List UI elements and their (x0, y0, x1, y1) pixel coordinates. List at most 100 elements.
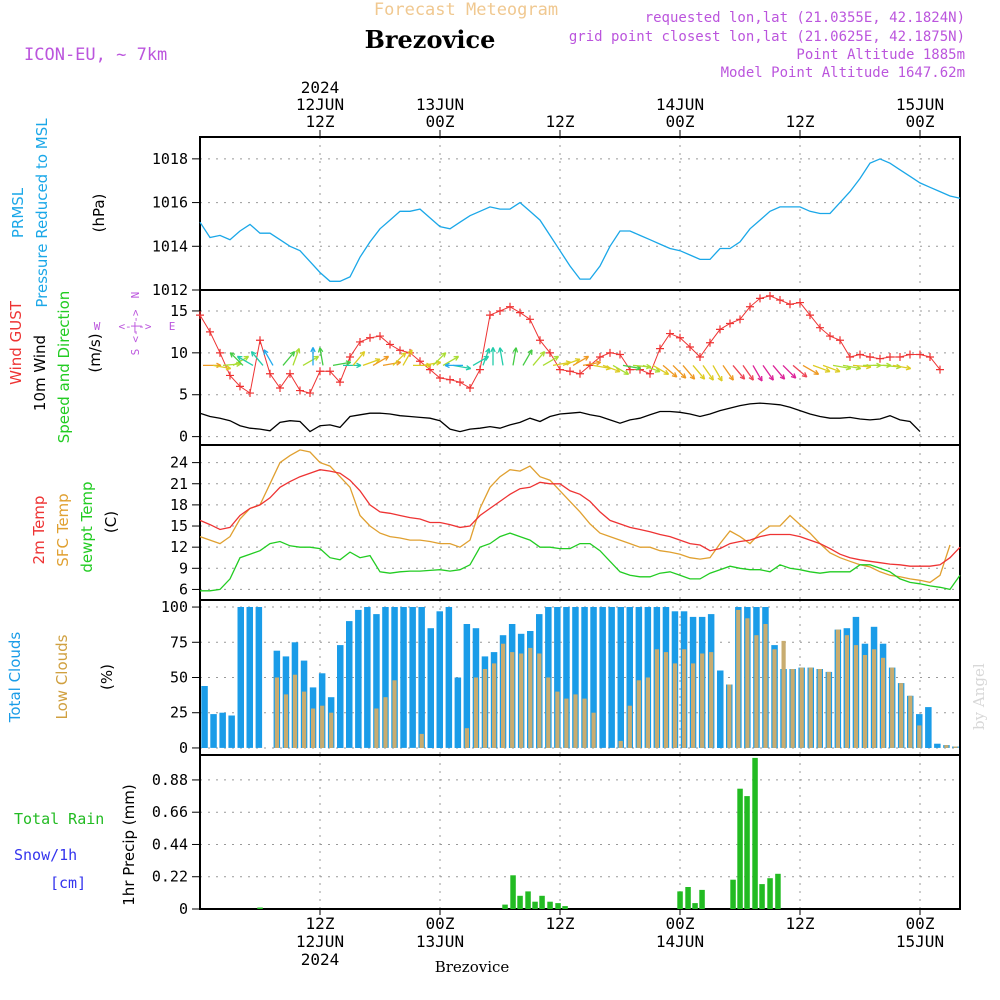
bottom-time-label: 15JUN (896, 932, 944, 951)
wind-arrow-head (383, 355, 390, 361)
low-cloud-bar (899, 683, 904, 748)
temp-unit: (C) (102, 511, 120, 533)
compass-w: W (94, 320, 101, 333)
ytick-label: 0.88 (152, 771, 188, 789)
wind-arrow-head (440, 352, 447, 358)
sfc-temp-line (199, 449, 951, 584)
wind-arrow (432, 352, 447, 366)
gust-point (676, 333, 684, 342)
gust-point (226, 371, 234, 380)
gust-point (836, 336, 844, 345)
gust-point (206, 327, 214, 336)
low-cloud-bar (790, 669, 795, 748)
wind-arrow (672, 364, 687, 379)
total-cloud-bar (237, 607, 244, 748)
pressure-label-2: Pressure Reduced to MSL (33, 118, 51, 308)
low-cloud-bar (799, 667, 804, 748)
low-clouds-label: Low Clouds (53, 634, 71, 719)
low-cloud-bar (763, 624, 768, 748)
total-cloud-bar (337, 645, 344, 748)
wind-arrow-head (779, 374, 786, 380)
total-cloud-bar (210, 714, 217, 748)
wind-arrow-head (317, 347, 324, 353)
bottom-time-label: 12Z (546, 914, 575, 933)
wind-arrow-head (834, 367, 841, 373)
wind-arrow-head (295, 348, 301, 354)
low-cloud-bar (618, 740, 623, 748)
gust-point (756, 294, 764, 303)
precip-unit: 1hr Precip (mm) (120, 784, 138, 905)
wind-arrow (212, 364, 231, 370)
wind-arrow-head (359, 351, 366, 357)
ytick-label: 1016 (152, 194, 188, 212)
bottom-time-label: 00Z (666, 914, 695, 933)
wind-arrow-head (824, 367, 831, 373)
wind-arrow-head (757, 375, 763, 382)
top-time-label: 13JUN (416, 95, 464, 114)
low-cloud-bar (329, 712, 334, 748)
gust-point (786, 300, 794, 309)
wind-arrow (522, 349, 533, 366)
ytick-label: 0.66 (152, 803, 188, 821)
gust-label: Wind GUST (7, 300, 25, 385)
low-cloud-bar (645, 677, 650, 748)
ytick-label: 25 (170, 704, 188, 722)
panel-pressure: 1012 1014 1016 1018 PRMSL Pressure Reduced to… (9, 118, 961, 308)
gust-point (736, 315, 744, 324)
low-cloud-bar (736, 609, 741, 748)
total-cloud-bar (572, 607, 579, 748)
wind-arrow-head (313, 355, 320, 361)
gust-point (426, 365, 434, 374)
top-time-label: 00Z (426, 112, 455, 131)
meteogram-title: Forecast Meteogram (374, 0, 558, 20)
bottom-time-label: 00Z (426, 914, 455, 933)
wind-arrow (682, 364, 696, 380)
precip-bar (775, 873, 781, 909)
wind-arrow (499, 347, 504, 366)
wind-arrow (592, 364, 611, 370)
gust-point (876, 354, 884, 363)
ytick-label: 15 (170, 517, 188, 535)
ytick-label: 50 (170, 669, 188, 687)
precip-bar (562, 906, 568, 909)
panel-clouds: 0 25 50 75 100 Total Clouds Low Clouds (%) (6, 598, 961, 757)
total-cloud-bar (925, 707, 932, 748)
wind-arrow-head (728, 375, 734, 381)
wind-arrow (712, 365, 723, 382)
footer-station: Brezovice (435, 958, 510, 976)
top-time-label: 15JUN (896, 95, 944, 114)
gust-point (396, 346, 404, 355)
top-time-label: 12Z (786, 112, 815, 131)
low-cloud-bar (492, 663, 497, 748)
gust-point (496, 306, 504, 315)
wind-arrow (352, 351, 366, 366)
pressure-unit: (hPa) (90, 194, 108, 233)
gust-point (936, 365, 944, 374)
low-cloud-bar (826, 671, 831, 748)
gust-point (566, 367, 574, 376)
temp-2m-line (199, 469, 961, 567)
total-cloud-bar (563, 607, 570, 748)
total-cloud-bar (382, 607, 389, 748)
total-cloud-bar (644, 607, 652, 748)
wind-arrow (263, 349, 274, 366)
panel-frame (199, 754, 961, 910)
wind-arrow-head (680, 373, 687, 379)
low-cloud-bar (392, 680, 397, 748)
low-cloud-bar (582, 698, 587, 748)
wind-arrow-head (225, 365, 232, 371)
gust-point (386, 340, 394, 349)
ytick-label: 0 (179, 739, 188, 757)
low-cloud-bar (754, 635, 759, 748)
snow-unit-label: [cm] (50, 874, 86, 892)
gust-point (346, 353, 354, 362)
total-cloud-bar (427, 628, 434, 748)
bottom-time-label: 12JUN (296, 932, 344, 951)
low-cloud-bar (817, 669, 822, 748)
wind-arrow (562, 358, 581, 367)
ytick-label: 0 (179, 900, 188, 918)
gridpoint-coords: grid point closest lon,lat (21.0625E, 42… (569, 29, 965, 45)
wind-arrow (302, 355, 319, 366)
low-cloud-bar (908, 695, 913, 748)
